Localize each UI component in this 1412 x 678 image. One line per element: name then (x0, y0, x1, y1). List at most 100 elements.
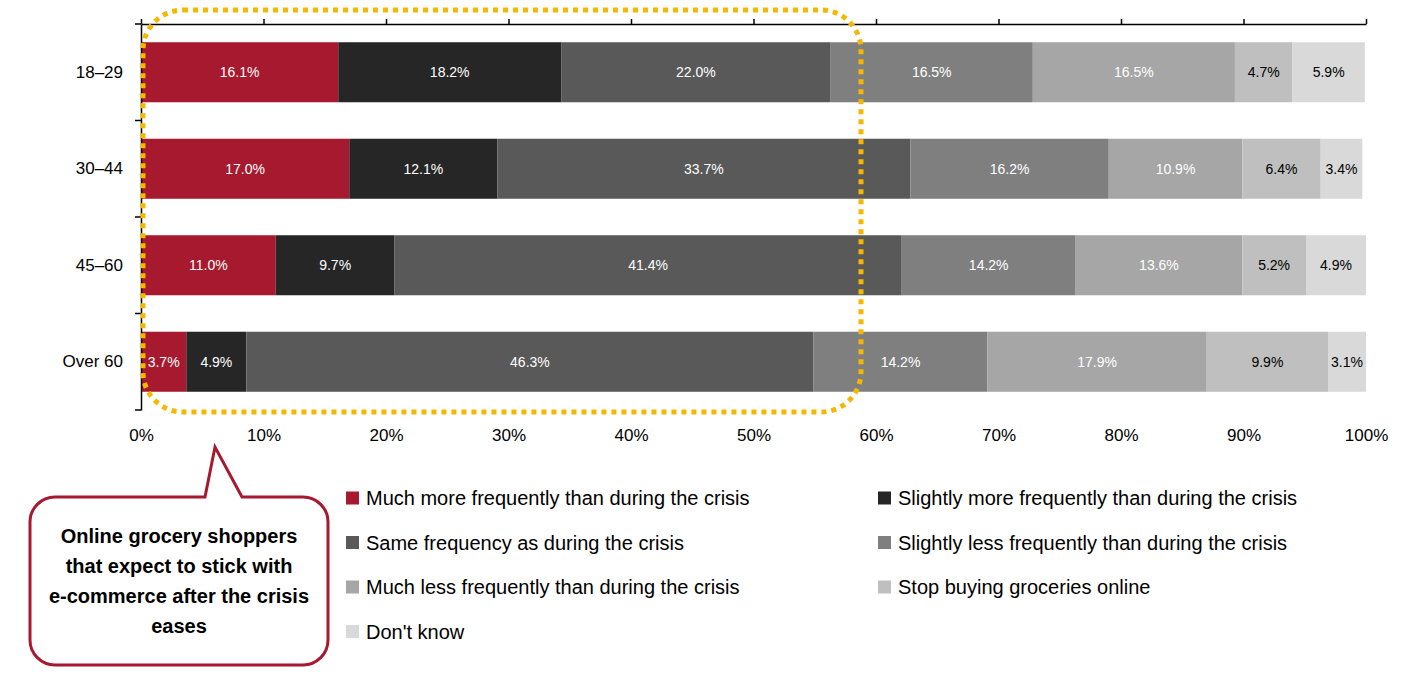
category-divider (135, 313, 141, 315)
category-dividers (135, 24, 141, 410)
tick-label: 50% (737, 426, 771, 445)
data-label: 3.7% (148, 354, 180, 370)
data-labels: 16.1%17.0%11.0%3.7%18.2%12.1%9.7%4.9%22.… (148, 64, 1363, 370)
data-label: 5.2% (1258, 257, 1290, 273)
tick-mark (508, 19, 510, 24)
legend-item: Stop buying groceries online (878, 576, 1150, 598)
tick (1121, 19, 1122, 24)
data-label: 12.1% (404, 161, 444, 177)
series-bars (246, 42, 910, 392)
category-divider (135, 216, 141, 218)
legend-swatch (878, 536, 891, 549)
tick (509, 19, 510, 24)
category-divider (135, 23, 141, 25)
tick-label: 60% (859, 426, 893, 445)
bar (1321, 139, 1363, 199)
legend-swatch (878, 581, 891, 594)
legend-label: Same frequency as during the crisis (366, 532, 684, 554)
data-label: 22.0% (676, 64, 716, 80)
annotation-line: Online grocery shoppers (61, 525, 298, 547)
data-label: 14.2% (881, 354, 921, 370)
bar (338, 42, 561, 102)
tick (141, 19, 142, 24)
category-label: Over 60 (63, 352, 123, 371)
tick-mark (753, 19, 755, 24)
legend-label: Slightly less frequently than during the… (898, 532, 1287, 554)
category-divider (135, 120, 141, 122)
legend-item: Don't know (346, 621, 465, 643)
legend-label: Don't know (366, 621, 465, 643)
bar (349, 139, 497, 199)
bar (276, 235, 395, 295)
legend-label: Much more frequently than during the cri… (366, 487, 750, 509)
tick: Over 60 (63, 352, 141, 371)
bar (141, 332, 186, 392)
tick: 100% (1345, 426, 1388, 445)
bar (1109, 139, 1243, 199)
tick: 70% (982, 426, 1016, 445)
bar (561, 42, 831, 102)
category-label: 30–44 (76, 159, 123, 178)
data-label: 9.9% (1251, 354, 1283, 370)
bar (497, 139, 910, 199)
series-bars (1293, 42, 1367, 392)
data-label: 4.7% (1248, 64, 1280, 80)
tick: 20% (369, 426, 403, 445)
tick-label: 10% (247, 426, 281, 445)
bar (1242, 235, 1306, 295)
tick-mark (876, 19, 878, 24)
tick (1366, 19, 1367, 24)
bar (987, 332, 1206, 392)
bar (814, 332, 988, 392)
highlight-frame (143, 10, 861, 412)
legend-item: Much more frequently than during the cri… (346, 487, 750, 509)
legend-item: Same frequency as during the crisis (346, 532, 684, 554)
legend-swatch (878, 492, 891, 505)
tick: 30% (492, 426, 526, 445)
tick (1244, 19, 1245, 24)
legend-swatch (346, 581, 359, 594)
tick-label: 70% (982, 426, 1016, 445)
legend-label: Stop buying groceries online (898, 576, 1150, 598)
data-label: 18.2% (430, 64, 470, 80)
bars (141, 42, 1366, 392)
tick-label: 100% (1345, 426, 1388, 445)
bar (1033, 42, 1235, 102)
tick-label: 80% (1104, 426, 1138, 445)
annotation-line: e-commerce after the crisis (49, 585, 309, 607)
bar (902, 235, 1076, 295)
tick (999, 19, 1000, 24)
tick-label: 30% (492, 426, 526, 445)
legend-item: Much less frequently than during the cri… (346, 576, 740, 598)
y-axis: 18–29 30–44 45–60 Over 60 (63, 25, 142, 411)
x-axis-labels: 0%10%20%30%40%50%60%70%80%90%100% (129, 426, 1388, 445)
tick: 50% (737, 426, 771, 445)
bar (1242, 139, 1320, 199)
tick-label: 90% (1227, 426, 1261, 445)
tick: 30–44 (76, 159, 141, 178)
bar (910, 139, 1108, 199)
tick: 10% (247, 426, 281, 445)
bar (141, 42, 338, 102)
bar (1076, 235, 1243, 295)
legend-swatch (346, 625, 359, 638)
legend-item: Slightly less frequently than during the… (878, 532, 1287, 554)
tick: 18–29 (76, 63, 141, 82)
bar (1328, 332, 1366, 392)
tick-mark (1243, 19, 1245, 24)
bar (1207, 332, 1328, 392)
data-label: 4.9% (200, 354, 232, 370)
data-label: 14.2% (969, 257, 1009, 273)
tick (386, 19, 387, 24)
data-label: 46.3% (510, 354, 550, 370)
category-label: 45–60 (76, 256, 123, 275)
data-label: 11.0% (189, 257, 228, 273)
tick (754, 19, 755, 24)
tick (631, 19, 632, 24)
data-label: 5.9% (1313, 64, 1345, 80)
legend-swatch (346, 492, 359, 505)
legend-label: Slightly more frequently than during the… (898, 487, 1297, 509)
tick-mark (631, 19, 633, 24)
data-label: 16.5% (912, 64, 952, 80)
data-label: 9.7% (319, 257, 351, 273)
